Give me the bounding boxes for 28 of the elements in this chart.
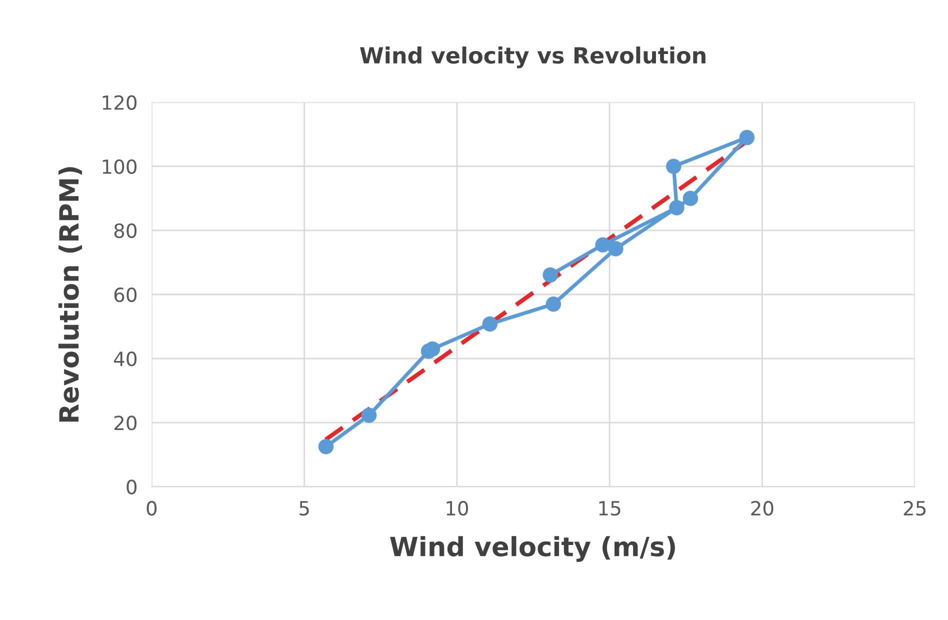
point — [608, 241, 624, 256]
y-tick-label: 20 — [114, 416, 136, 430]
y-tick-label: 120 — [102, 95, 136, 110]
y-axis-title: Revolution (RPM) — [58, 167, 82, 422]
point — [361, 408, 377, 423]
y-tick-label: 100 — [102, 159, 136, 174]
point — [318, 439, 334, 454]
x-tick-label: 5 — [300, 501, 309, 516]
y-tick-label: 0 — [126, 480, 136, 494]
point — [682, 190, 698, 206]
y-tick-label: 60 — [114, 287, 136, 302]
point — [482, 316, 498, 332]
point — [595, 237, 610, 252]
point — [666, 158, 682, 174]
chart-title: Wind velocity vs Revolution — [360, 46, 706, 68]
x-tick-label: 0 — [146, 500, 157, 516]
y-tick-label: 40 — [114, 352, 136, 366]
point — [669, 200, 684, 216]
y-tick-label: 80 — [114, 223, 136, 238]
point — [739, 130, 755, 146]
x-axis-title: Wind velocity (m/s) — [390, 536, 675, 562]
x-tick-label: 20 — [751, 500, 774, 516]
point — [542, 267, 558, 283]
point — [424, 341, 440, 357]
x-tick-label: 10 — [446, 500, 468, 516]
point — [546, 296, 562, 312]
x-tick-label: 25 — [904, 500, 926, 516]
x-tick-label: 15 — [599, 501, 620, 516]
